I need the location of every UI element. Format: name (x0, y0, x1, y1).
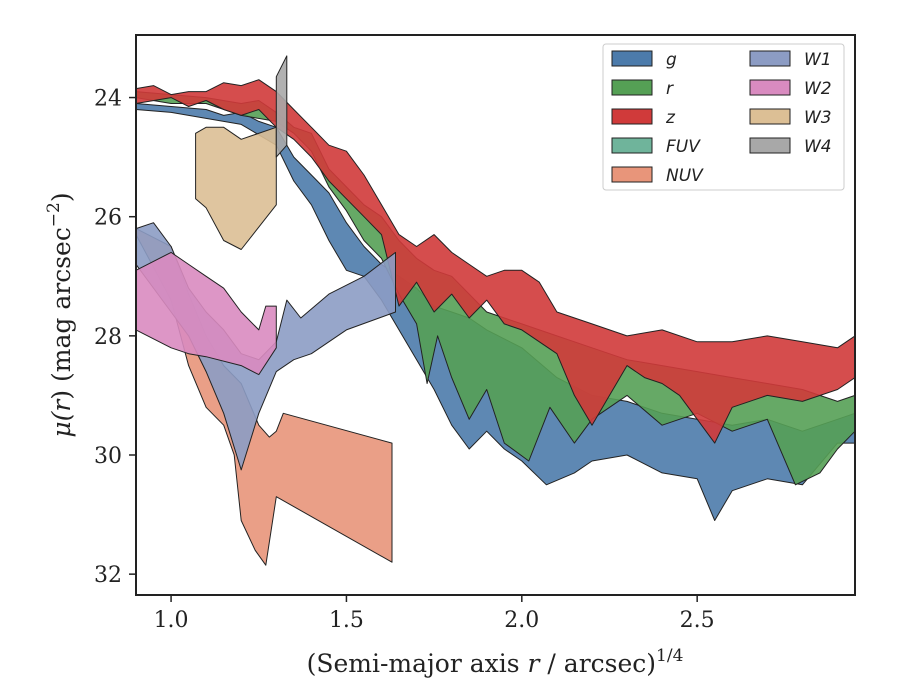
area-w2 (135, 251, 277, 376)
legend-label-g: g (666, 50, 677, 70)
legend-swatch-w2 (749, 79, 791, 96)
legend-swatch-nuv (611, 166, 653, 183)
legend-label-z: z (665, 108, 676, 128)
legend-swatch-z (611, 108, 653, 125)
x-tick-label: 1.0 (154, 608, 189, 633)
legend-label-w4: W4 (804, 137, 832, 157)
legend-swatch-fuv (611, 137, 653, 154)
legend: grz FUV NUV W1 W2 W3 W4 (602, 43, 845, 191)
y-tick-label: 30 (94, 444, 122, 469)
y-axis-label: μ(r) (mag arcsec−2) (44, 192, 76, 437)
legend-swatch-g (611, 50, 653, 67)
legend-swatch-r (611, 79, 653, 96)
legend-swatch-w4 (749, 137, 791, 154)
y-tick-label: 28 (94, 325, 122, 350)
y-tick-label: 26 (94, 206, 122, 231)
x-tick-label: 2.5 (680, 608, 715, 633)
x-axis-ticks: 1.0 1.5 2.0 2.5 (154, 595, 715, 633)
legend-label-nuv: NUV (666, 166, 704, 186)
legend-label-r: r (666, 79, 674, 99)
legend-swatch-w3 (749, 108, 791, 125)
x-tick-label: 1.5 (329, 608, 364, 633)
area-w3 (195, 126, 277, 250)
x-axis-label: (Semi-major axis r / arcsec)1/4 (307, 646, 684, 678)
x-tick-label: 2.0 (504, 608, 539, 633)
plot-frame (135, 34, 856, 596)
legend-label-fuv: FUV (666, 137, 701, 157)
area-z (135, 79, 856, 444)
y-tick-label: 24 (94, 87, 122, 112)
legend-swatch-w1 (749, 50, 791, 67)
series-areas (135, 55, 856, 566)
legend-label-w1: W1 (804, 50, 832, 70)
y-axis-ticks: 24 26 28 30 32 (94, 87, 136, 588)
y-tick-label: 32 (94, 563, 122, 588)
area-w4 (275, 55, 288, 158)
legend-label-w3: W3 (804, 108, 832, 128)
legend-label-w2: W2 (804, 79, 832, 99)
